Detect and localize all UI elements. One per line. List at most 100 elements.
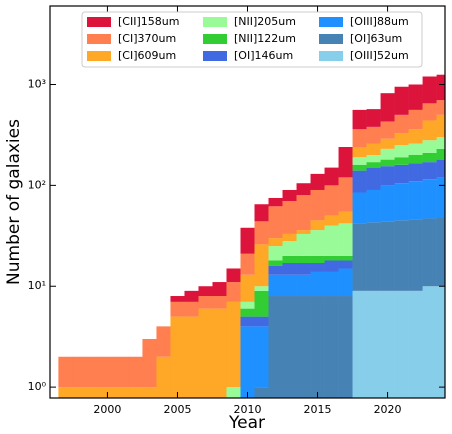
step-segment [366, 155, 381, 163]
step-segment [268, 246, 283, 261]
legend-label: [CII]158um [118, 15, 179, 28]
step-segment [422, 140, 437, 153]
step-segment [296, 255, 311, 263]
step-segment [436, 148, 445, 160]
step-segment [422, 162, 437, 180]
step-segment [380, 290, 395, 398]
step-segment [240, 308, 255, 317]
step-segment [240, 227, 255, 254]
step-segment [156, 326, 171, 357]
step-segment [338, 223, 353, 256]
step-segment [422, 179, 437, 219]
step-segment [324, 296, 339, 398]
step-segment [394, 290, 409, 398]
step-segment [338, 260, 353, 269]
step-segment [282, 255, 297, 263]
step-segment [254, 204, 269, 222]
step-segment [380, 166, 395, 186]
step-segment [282, 241, 297, 256]
step-segment [408, 219, 423, 291]
step-segment [408, 181, 423, 220]
step-segment [156, 356, 171, 398]
step-segment [296, 262, 311, 275]
plot-area [58, 74, 445, 398]
legend-swatch [87, 17, 111, 27]
step-segment [226, 301, 241, 388]
step-segment [114, 387, 129, 398]
step-segment [310, 271, 325, 297]
step-segment [296, 274, 311, 297]
legend-label: [CI]370um [118, 32, 176, 45]
x-tick-label: 2010 [234, 403, 262, 416]
step-segment [282, 296, 297, 398]
step-segment [310, 189, 325, 221]
step-segment [408, 290, 423, 398]
step-segment [212, 308, 227, 398]
step-segment [254, 221, 269, 245]
step-segment [240, 326, 255, 398]
legend-label: [CI]609um [118, 49, 176, 62]
step-segment [394, 164, 409, 184]
step-segment [366, 143, 381, 156]
step-segment [436, 100, 445, 115]
step-segment [408, 155, 423, 164]
step-segment [422, 286, 437, 398]
legend-swatch [319, 51, 343, 61]
step-segment [310, 230, 325, 256]
step-segment [72, 387, 87, 398]
step-segment [352, 223, 367, 291]
step-segment [268, 260, 283, 266]
step-segment [282, 200, 297, 234]
x-tick-label: 2000 [93, 403, 121, 416]
plot-frame [49, 5, 446, 399]
step-segment [282, 233, 297, 242]
step-segment [268, 296, 283, 398]
step-segment [114, 356, 129, 388]
step-segment [408, 143, 423, 156]
legend-label: [OIII]52um [350, 49, 409, 62]
step-segment [198, 286, 213, 297]
step-segment [268, 274, 283, 297]
step-segment [422, 218, 437, 287]
y-tick-label: 10¹ [28, 279, 46, 292]
axes: 2000 2005 2010 2015 2020 10⁰ 10¹ 10² 10³ [28, 6, 445, 416]
legend-label: [OI]146um [234, 49, 293, 62]
step-segment [324, 215, 339, 226]
step-segment [394, 145, 409, 158]
step-segment [394, 114, 409, 134]
legend-label: [NII]122um [234, 32, 296, 45]
legend-swatch [87, 51, 111, 61]
step-segment [254, 387, 269, 398]
legend-swatch [319, 17, 343, 27]
legend-label: [NII]205um [234, 15, 296, 28]
x-tick-label: 2020 [374, 403, 402, 416]
step-segment [268, 265, 283, 275]
x-tick-label: 2015 [304, 403, 332, 416]
step-segment [408, 84, 423, 110]
step-segment [198, 296, 213, 309]
step-segment [128, 387, 143, 398]
step-segment [394, 157, 409, 165]
step-segment [212, 296, 227, 309]
step-segment [324, 167, 339, 186]
step-segment [422, 76, 437, 104]
step-segment [352, 129, 367, 148]
step-segment [436, 137, 445, 149]
step-segment [58, 356, 73, 388]
step-segment [268, 238, 283, 247]
step-segment [324, 271, 339, 297]
step-segment [436, 74, 445, 101]
legend-swatch [87, 34, 111, 44]
step-segment [198, 308, 213, 398]
step-segment [226, 282, 241, 302]
step-segment [422, 152, 437, 163]
step-segment [380, 185, 395, 222]
step-segment [394, 86, 409, 115]
step-segment [394, 220, 409, 291]
step-segment [170, 296, 185, 302]
step-segment [170, 316, 185, 398]
step-segment [380, 148, 395, 160]
step-segment [282, 262, 297, 275]
step-segment [338, 255, 353, 261]
